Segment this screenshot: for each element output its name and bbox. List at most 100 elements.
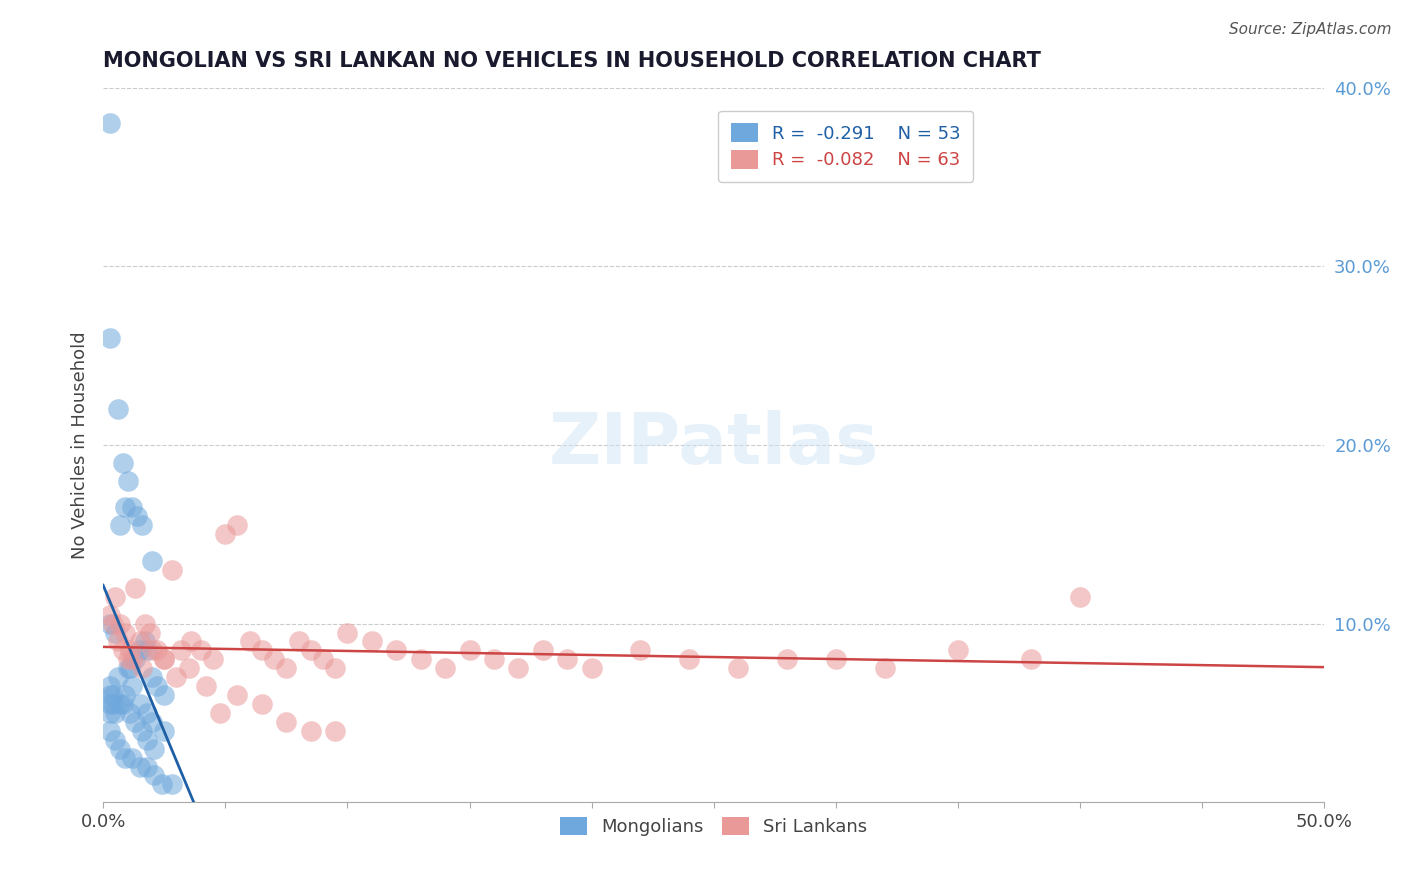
Point	[508, 661, 530, 675]
Point	[150, 777, 173, 791]
Point	[104, 590, 127, 604]
Point	[458, 643, 481, 657]
Point	[111, 456, 134, 470]
Point	[111, 697, 134, 711]
Point	[1019, 652, 1042, 666]
Point	[124, 714, 146, 729]
Point	[128, 634, 150, 648]
Point	[250, 643, 273, 657]
Point	[299, 723, 322, 738]
Point	[160, 777, 183, 791]
Point	[385, 643, 408, 657]
Point	[146, 643, 169, 657]
Point	[114, 750, 136, 764]
Point	[482, 652, 505, 666]
Point	[110, 616, 132, 631]
Point	[111, 643, 134, 657]
Point	[226, 518, 249, 533]
Point	[239, 634, 262, 648]
Legend: Mongolians, Sri Lankans: Mongolians, Sri Lankans	[553, 809, 875, 843]
Point	[531, 643, 554, 657]
Point	[100, 116, 122, 130]
Point	[160, 563, 183, 577]
Point	[678, 652, 700, 666]
Point	[153, 723, 176, 738]
Point	[776, 652, 799, 666]
Point	[287, 634, 309, 648]
Point	[825, 652, 848, 666]
Point	[121, 652, 143, 666]
Point	[100, 607, 122, 622]
Point	[101, 697, 124, 711]
Point	[100, 331, 122, 345]
Point	[727, 661, 749, 675]
Point	[110, 697, 132, 711]
Text: ZIPatlas: ZIPatlas	[548, 410, 879, 479]
Point	[104, 706, 127, 720]
Point	[118, 706, 141, 720]
Point	[214, 527, 236, 541]
Point	[312, 652, 335, 666]
Point	[153, 688, 176, 702]
Point	[276, 661, 298, 675]
Point	[114, 625, 136, 640]
Point	[165, 670, 187, 684]
Point	[127, 509, 149, 524]
Text: MONGOLIAN VS SRI LANKAN NO VEHICLES IN HOUSEHOLD CORRELATION CHART: MONGOLIAN VS SRI LANKAN NO VEHICLES IN H…	[103, 51, 1040, 70]
Point	[100, 706, 122, 720]
Point	[121, 750, 143, 764]
Point	[117, 474, 139, 488]
Point	[118, 643, 141, 657]
Point	[177, 661, 200, 675]
Point	[250, 697, 273, 711]
Point	[136, 643, 159, 657]
Point	[100, 723, 122, 738]
Point	[136, 732, 159, 747]
Point	[434, 661, 457, 675]
Point	[128, 643, 150, 657]
Point	[134, 616, 156, 631]
Point	[128, 697, 150, 711]
Point	[110, 741, 132, 756]
Point	[101, 616, 124, 631]
Point	[226, 688, 249, 702]
Point	[190, 643, 212, 657]
Point	[107, 634, 129, 648]
Point	[143, 741, 166, 756]
Point	[131, 518, 153, 533]
Point	[299, 643, 322, 657]
Point	[323, 661, 346, 675]
Point	[141, 643, 163, 657]
Text: Source: ZipAtlas.com: Source: ZipAtlas.com	[1229, 22, 1392, 37]
Point	[209, 706, 232, 720]
Point	[101, 688, 124, 702]
Point	[141, 670, 163, 684]
Point	[114, 500, 136, 515]
Point	[114, 688, 136, 702]
Point	[555, 652, 578, 666]
Point	[117, 661, 139, 675]
Point	[100, 679, 122, 693]
Point	[104, 732, 127, 747]
Point	[141, 554, 163, 568]
Point	[194, 679, 217, 693]
Point	[263, 652, 285, 666]
Point	[136, 706, 159, 720]
Point	[100, 697, 122, 711]
Point	[110, 518, 132, 533]
Point	[336, 625, 359, 640]
Point	[136, 759, 159, 773]
Point	[107, 670, 129, 684]
Point	[134, 634, 156, 648]
Point	[323, 723, 346, 738]
Point	[630, 643, 652, 657]
Point	[107, 402, 129, 417]
Point	[276, 714, 298, 729]
Point	[100, 688, 122, 702]
Point	[153, 652, 176, 666]
Point	[873, 661, 896, 675]
Point	[118, 661, 141, 675]
Point	[128, 759, 150, 773]
Point	[946, 643, 969, 657]
Point	[138, 625, 160, 640]
